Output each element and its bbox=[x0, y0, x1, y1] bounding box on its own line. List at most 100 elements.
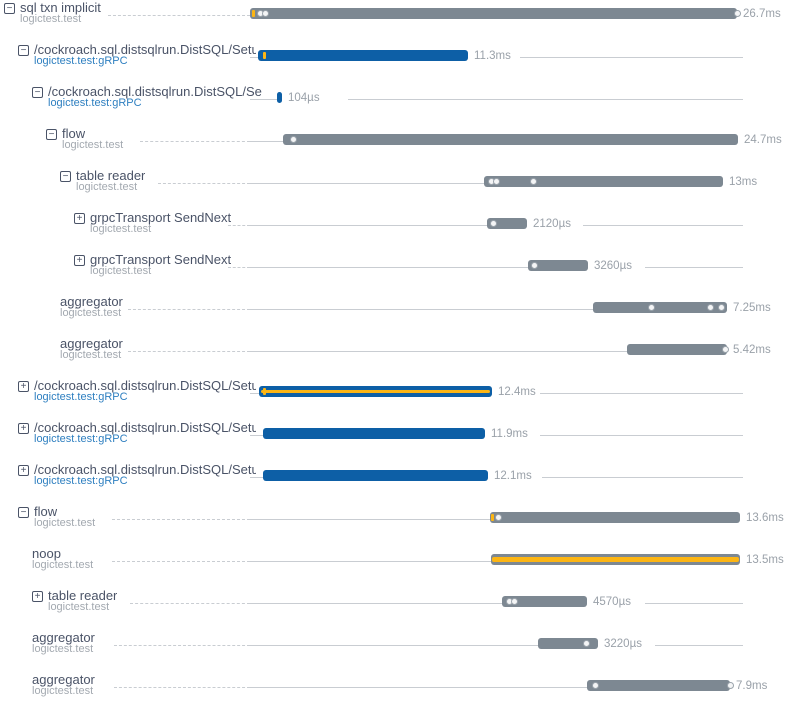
log-marker-dot[interactable] bbox=[262, 10, 269, 17]
log-marker-dot[interactable] bbox=[722, 346, 729, 353]
span-title: aggregator bbox=[32, 672, 95, 687]
span-title: aggregator bbox=[60, 336, 123, 351]
span-bar[interactable] bbox=[491, 554, 740, 565]
guide-dashed-line bbox=[112, 519, 250, 520]
span-bar[interactable] bbox=[528, 260, 588, 271]
span-title: aggregator bbox=[60, 294, 123, 309]
collapse-icon[interactable]: − bbox=[60, 171, 71, 182]
span-bar[interactable] bbox=[587, 680, 730, 691]
span-bar[interactable] bbox=[627, 344, 727, 355]
log-marker-dot[interactable] bbox=[531, 262, 538, 269]
span-row: − /cockroach.sql.distsqlrun.DistSQL/Setu… bbox=[0, 84, 786, 126]
span-bar[interactable] bbox=[487, 218, 527, 229]
guide-dashed-line bbox=[158, 183, 250, 184]
span-subtitle: logictest.test bbox=[60, 307, 122, 319]
span-duration-label: 4570µs bbox=[593, 596, 631, 608]
log-marker-dot[interactable] bbox=[490, 220, 497, 227]
guide-trail-line bbox=[655, 645, 743, 646]
log-marker-dot[interactable] bbox=[493, 178, 500, 185]
guide-lead-line bbox=[250, 183, 484, 184]
span-subtitle: logictest.test bbox=[62, 139, 124, 151]
span-subtitle: logictest.test:gRPC bbox=[34, 55, 128, 67]
collapse-icon[interactable]: − bbox=[46, 129, 57, 140]
span-title: /cockroach.sql.distsqlrun.DistSQL/SetupF… bbox=[48, 84, 262, 99]
span-bar[interactable] bbox=[258, 50, 468, 61]
span-title: grpcTransport SendNext bbox=[90, 252, 232, 267]
span-row: noop logictest.test 13.5ms bbox=[0, 546, 786, 588]
span-bar[interactable] bbox=[538, 638, 598, 649]
guide-trail-line bbox=[520, 57, 743, 58]
expand-icon[interactable]: + bbox=[18, 465, 29, 476]
event-tick bbox=[491, 514, 494, 521]
span-row: + table reader logictest.test 4570µs bbox=[0, 588, 786, 630]
guide-dashed-line bbox=[140, 141, 250, 142]
span-title: aggregator bbox=[32, 630, 95, 645]
span-title: /cockroach.sql.distsqlrun.DistSQL/SetupF… bbox=[34, 42, 256, 57]
span-row: − /cockroach.sql.distsqlrun.DistSQL/Setu… bbox=[0, 42, 786, 84]
guide-lead-line bbox=[250, 519, 490, 520]
expand-icon[interactable]: + bbox=[18, 381, 29, 392]
guide-lead-line bbox=[250, 141, 283, 142]
guide-lead-line bbox=[250, 267, 528, 268]
span-row: − table reader logictest.test 13ms bbox=[0, 168, 786, 210]
span-row: + grpcTransport SendNext logictest.test … bbox=[0, 252, 786, 294]
guide-dashed-line bbox=[128, 351, 250, 352]
log-marker-dot[interactable] bbox=[727, 682, 734, 689]
span-title: flow bbox=[34, 504, 58, 519]
span-bar[interactable] bbox=[490, 512, 740, 523]
span-duration-label: 13.6ms bbox=[746, 512, 784, 524]
span-row: − flow logictest.test 13.6ms bbox=[0, 504, 786, 546]
span-duration-label: 26.7ms bbox=[743, 8, 781, 20]
guide-lead-line bbox=[250, 645, 538, 646]
expand-icon[interactable]: + bbox=[74, 255, 85, 266]
span-bar[interactable] bbox=[502, 596, 587, 607]
expand-icon[interactable]: + bbox=[32, 591, 43, 602]
expand-icon[interactable]: + bbox=[18, 423, 29, 434]
log-marker-dot[interactable] bbox=[592, 682, 599, 689]
span-row: − flow logictest.test 24.7ms bbox=[0, 126, 786, 168]
span-title: flow bbox=[62, 126, 86, 141]
log-marker-dot[interactable] bbox=[530, 178, 537, 185]
span-duration-label: 24.7ms bbox=[744, 134, 782, 146]
span-bar[interactable] bbox=[593, 302, 727, 313]
log-marker-dot[interactable] bbox=[290, 136, 297, 143]
log-marker-dot[interactable] bbox=[583, 640, 590, 647]
span-duration-label: 12.1ms bbox=[494, 470, 532, 482]
span-row: aggregator logictest.test 7.25ms bbox=[0, 294, 786, 336]
span-bar[interactable] bbox=[277, 92, 282, 103]
guide-trail-line bbox=[645, 603, 743, 604]
log-marker-dot[interactable] bbox=[734, 10, 741, 17]
guide-lead-line bbox=[250, 561, 491, 562]
collapse-icon[interactable]: − bbox=[18, 507, 29, 518]
span-subtitle: logictest.test bbox=[20, 13, 82, 25]
log-marker-dot[interactable] bbox=[511, 598, 518, 605]
expand-icon[interactable]: + bbox=[74, 213, 85, 224]
guide-trail-line bbox=[540, 435, 743, 436]
span-bar[interactable] bbox=[250, 8, 737, 19]
collapse-icon[interactable]: − bbox=[4, 3, 15, 14]
span-bar[interactable] bbox=[484, 176, 723, 187]
log-marker-dot[interactable] bbox=[495, 514, 502, 521]
log-marker-dot[interactable] bbox=[648, 304, 655, 311]
span-bar[interactable] bbox=[259, 386, 492, 397]
event-tick bbox=[263, 388, 266, 395]
span-duration-label: 104µs bbox=[288, 92, 320, 104]
span-subtitle: logictest.test bbox=[90, 223, 152, 235]
event-tick bbox=[252, 10, 255, 17]
collapse-icon[interactable]: − bbox=[18, 45, 29, 56]
span-title: /cockroach.sql.distsqlrun.DistSQL/SetupF… bbox=[34, 378, 256, 393]
span-row: − sql txn implicit logictest.test 26.7ms bbox=[0, 0, 786, 42]
span-row: + /cockroach.sql.distsqlrun.DistSQL/Setu… bbox=[0, 462, 786, 504]
guide-trail-line bbox=[583, 225, 743, 226]
log-marker-dot[interactable] bbox=[718, 304, 725, 311]
span-bar[interactable] bbox=[263, 428, 485, 439]
span-bar[interactable] bbox=[263, 470, 488, 481]
span-title: sql txn implicit bbox=[20, 0, 101, 15]
guide-dashed-line bbox=[130, 603, 250, 604]
span-bar[interactable] bbox=[283, 134, 738, 145]
guide-dashed-line bbox=[114, 687, 250, 688]
log-marker-dot[interactable] bbox=[707, 304, 714, 311]
span-duration-label: 7.25ms bbox=[733, 302, 771, 314]
span-title: grpcTransport SendNext bbox=[90, 210, 232, 225]
collapse-icon[interactable]: − bbox=[32, 87, 43, 98]
